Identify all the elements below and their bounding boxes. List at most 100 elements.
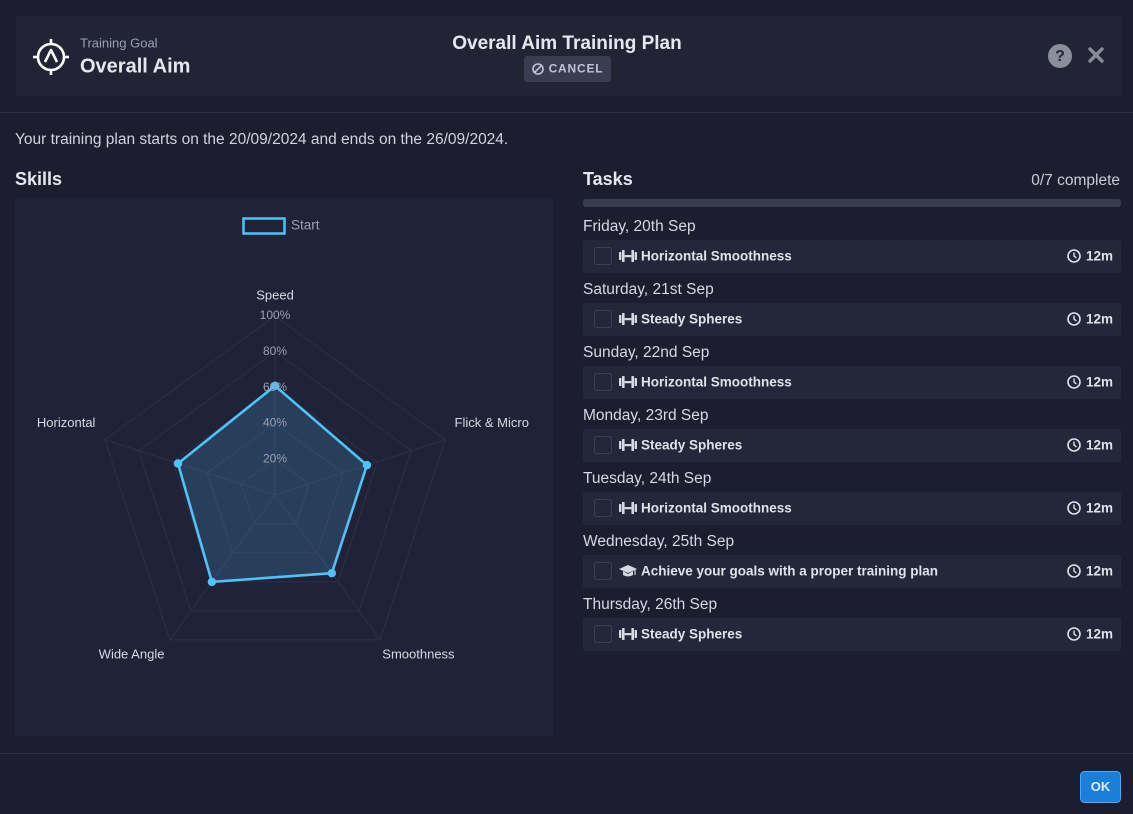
task-duration: 12m xyxy=(1086,375,1113,390)
task-duration: 12m xyxy=(1086,249,1113,264)
clock-hands xyxy=(1073,252,1077,259)
task-name: Steady Spheres xyxy=(641,312,742,327)
icon-part xyxy=(622,502,625,514)
cancel-label: CANCEL xyxy=(549,62,604,76)
icon-part xyxy=(619,252,622,260)
chart-panel xyxy=(15,198,553,736)
task-icon xyxy=(619,313,637,325)
task-row-bg xyxy=(583,429,1121,462)
task-checkbox[interactable] xyxy=(594,310,612,328)
task-list: Friday, 20th Sep Horizontal Smoothness 12m… xyxy=(583,218,1121,651)
icon-part xyxy=(622,250,625,262)
goal-logo xyxy=(33,39,69,75)
day-label: Tuesday, 24th Sep xyxy=(583,470,711,487)
task-row[interactable]: Steady Spheres 12m xyxy=(583,429,1121,462)
goal-label: Training Goal xyxy=(80,35,158,50)
clock-icon xyxy=(1067,249,1081,263)
icon-part xyxy=(624,633,632,636)
task-row[interactable]: Achieve your goals with a proper trainin… xyxy=(583,555,1121,588)
task-row-bg xyxy=(583,492,1121,525)
clock-icon xyxy=(1067,627,1081,641)
clock-hands xyxy=(1073,378,1077,385)
tasks-heading: Tasks xyxy=(583,169,633,189)
icon-part xyxy=(619,565,637,573)
task-row-bg xyxy=(583,240,1121,273)
icon-part xyxy=(619,378,622,386)
skills-heading: Skills xyxy=(15,169,62,189)
task-duration: 12m xyxy=(1086,312,1113,327)
task-name: Horizontal Smoothness xyxy=(641,375,792,390)
legend-label: Start xyxy=(291,218,320,233)
task-row[interactable]: Steady Spheres 12m xyxy=(583,618,1121,651)
grid-ring xyxy=(138,351,412,612)
icon-part xyxy=(624,255,632,258)
icon-part xyxy=(619,441,622,449)
icon-part xyxy=(624,444,632,447)
icon-part xyxy=(631,628,634,640)
help-button[interactable]: ? xyxy=(1048,44,1072,68)
task-duration: 12m xyxy=(1086,627,1113,642)
task-row-bg xyxy=(583,303,1121,336)
category-label: Flick & Micro xyxy=(455,415,529,430)
task-icon xyxy=(619,439,637,451)
r-tick-label: 80% xyxy=(263,344,287,358)
goal-name: Overall Aim xyxy=(80,55,190,77)
task-duration: 12m xyxy=(1086,564,1113,579)
series-area xyxy=(176,384,369,584)
cancel-button[interactable]: CANCEL xyxy=(524,56,611,82)
clock-hands xyxy=(1073,441,1077,448)
icon-part xyxy=(624,381,632,384)
task-name: Steady Spheres xyxy=(641,438,742,453)
spoke xyxy=(169,494,276,641)
icon-part xyxy=(631,376,634,388)
task-name: Steady Spheres xyxy=(641,627,742,642)
day-label: Friday, 20th Sep xyxy=(583,218,696,235)
task-checkbox[interactable] xyxy=(594,499,612,517)
ok-button[interactable]: OK xyxy=(1080,771,1121,803)
series-point xyxy=(327,568,337,578)
task-icon xyxy=(619,250,637,262)
progress-bar xyxy=(583,199,1121,207)
ok-button-bg xyxy=(1080,771,1121,803)
radar-chart: Start 20% 40% 60% 80% 100% Speed Flick & Micro S… xyxy=(37,217,529,662)
task-row[interactable]: Horizontal Smoothness 12m xyxy=(583,366,1121,399)
clock-hands xyxy=(1073,315,1077,322)
icon-part xyxy=(631,250,634,262)
dialog-title: Overall Aim Training Plan xyxy=(452,33,681,54)
task-checkbox[interactable] xyxy=(594,625,612,643)
cancel-button-bg xyxy=(524,56,611,82)
icon-part xyxy=(631,313,634,325)
grid-ring xyxy=(104,315,446,641)
task-icon xyxy=(619,628,637,640)
icon-part xyxy=(634,441,637,449)
clock-icon xyxy=(1067,564,1081,578)
spoke xyxy=(104,439,276,496)
task-duration: 12m xyxy=(1086,438,1113,453)
help-icon xyxy=(1048,44,1072,68)
task-row[interactable]: Horizontal Smoothness 12m xyxy=(583,492,1121,525)
category-label: Speed xyxy=(256,287,294,302)
spoke xyxy=(274,494,381,641)
task-checkbox[interactable] xyxy=(594,247,612,265)
icon-part xyxy=(631,502,634,514)
task-checkbox[interactable] xyxy=(594,373,612,391)
cancel-icon xyxy=(532,63,544,75)
icon-part xyxy=(622,313,625,325)
clock-icon xyxy=(1067,312,1081,326)
icon-part xyxy=(619,504,622,512)
spoke xyxy=(274,439,446,496)
task-row-bg xyxy=(583,618,1121,651)
r-tick-label: 60% xyxy=(263,380,287,394)
r-tick-label: 20% xyxy=(263,451,287,465)
icon-part xyxy=(622,439,625,451)
task-row[interactable]: Horizontal Smoothness 12m xyxy=(583,240,1121,273)
task-row[interactable]: Steady Spheres 12m xyxy=(583,303,1121,336)
task-checkbox[interactable] xyxy=(594,562,612,580)
task-icon xyxy=(619,376,637,388)
task-checkbox[interactable] xyxy=(594,436,612,454)
close-button[interactable] xyxy=(1088,47,1104,63)
icon-part xyxy=(624,318,632,321)
icon-part xyxy=(634,315,637,323)
task-name: Horizontal Smoothness xyxy=(641,249,792,264)
